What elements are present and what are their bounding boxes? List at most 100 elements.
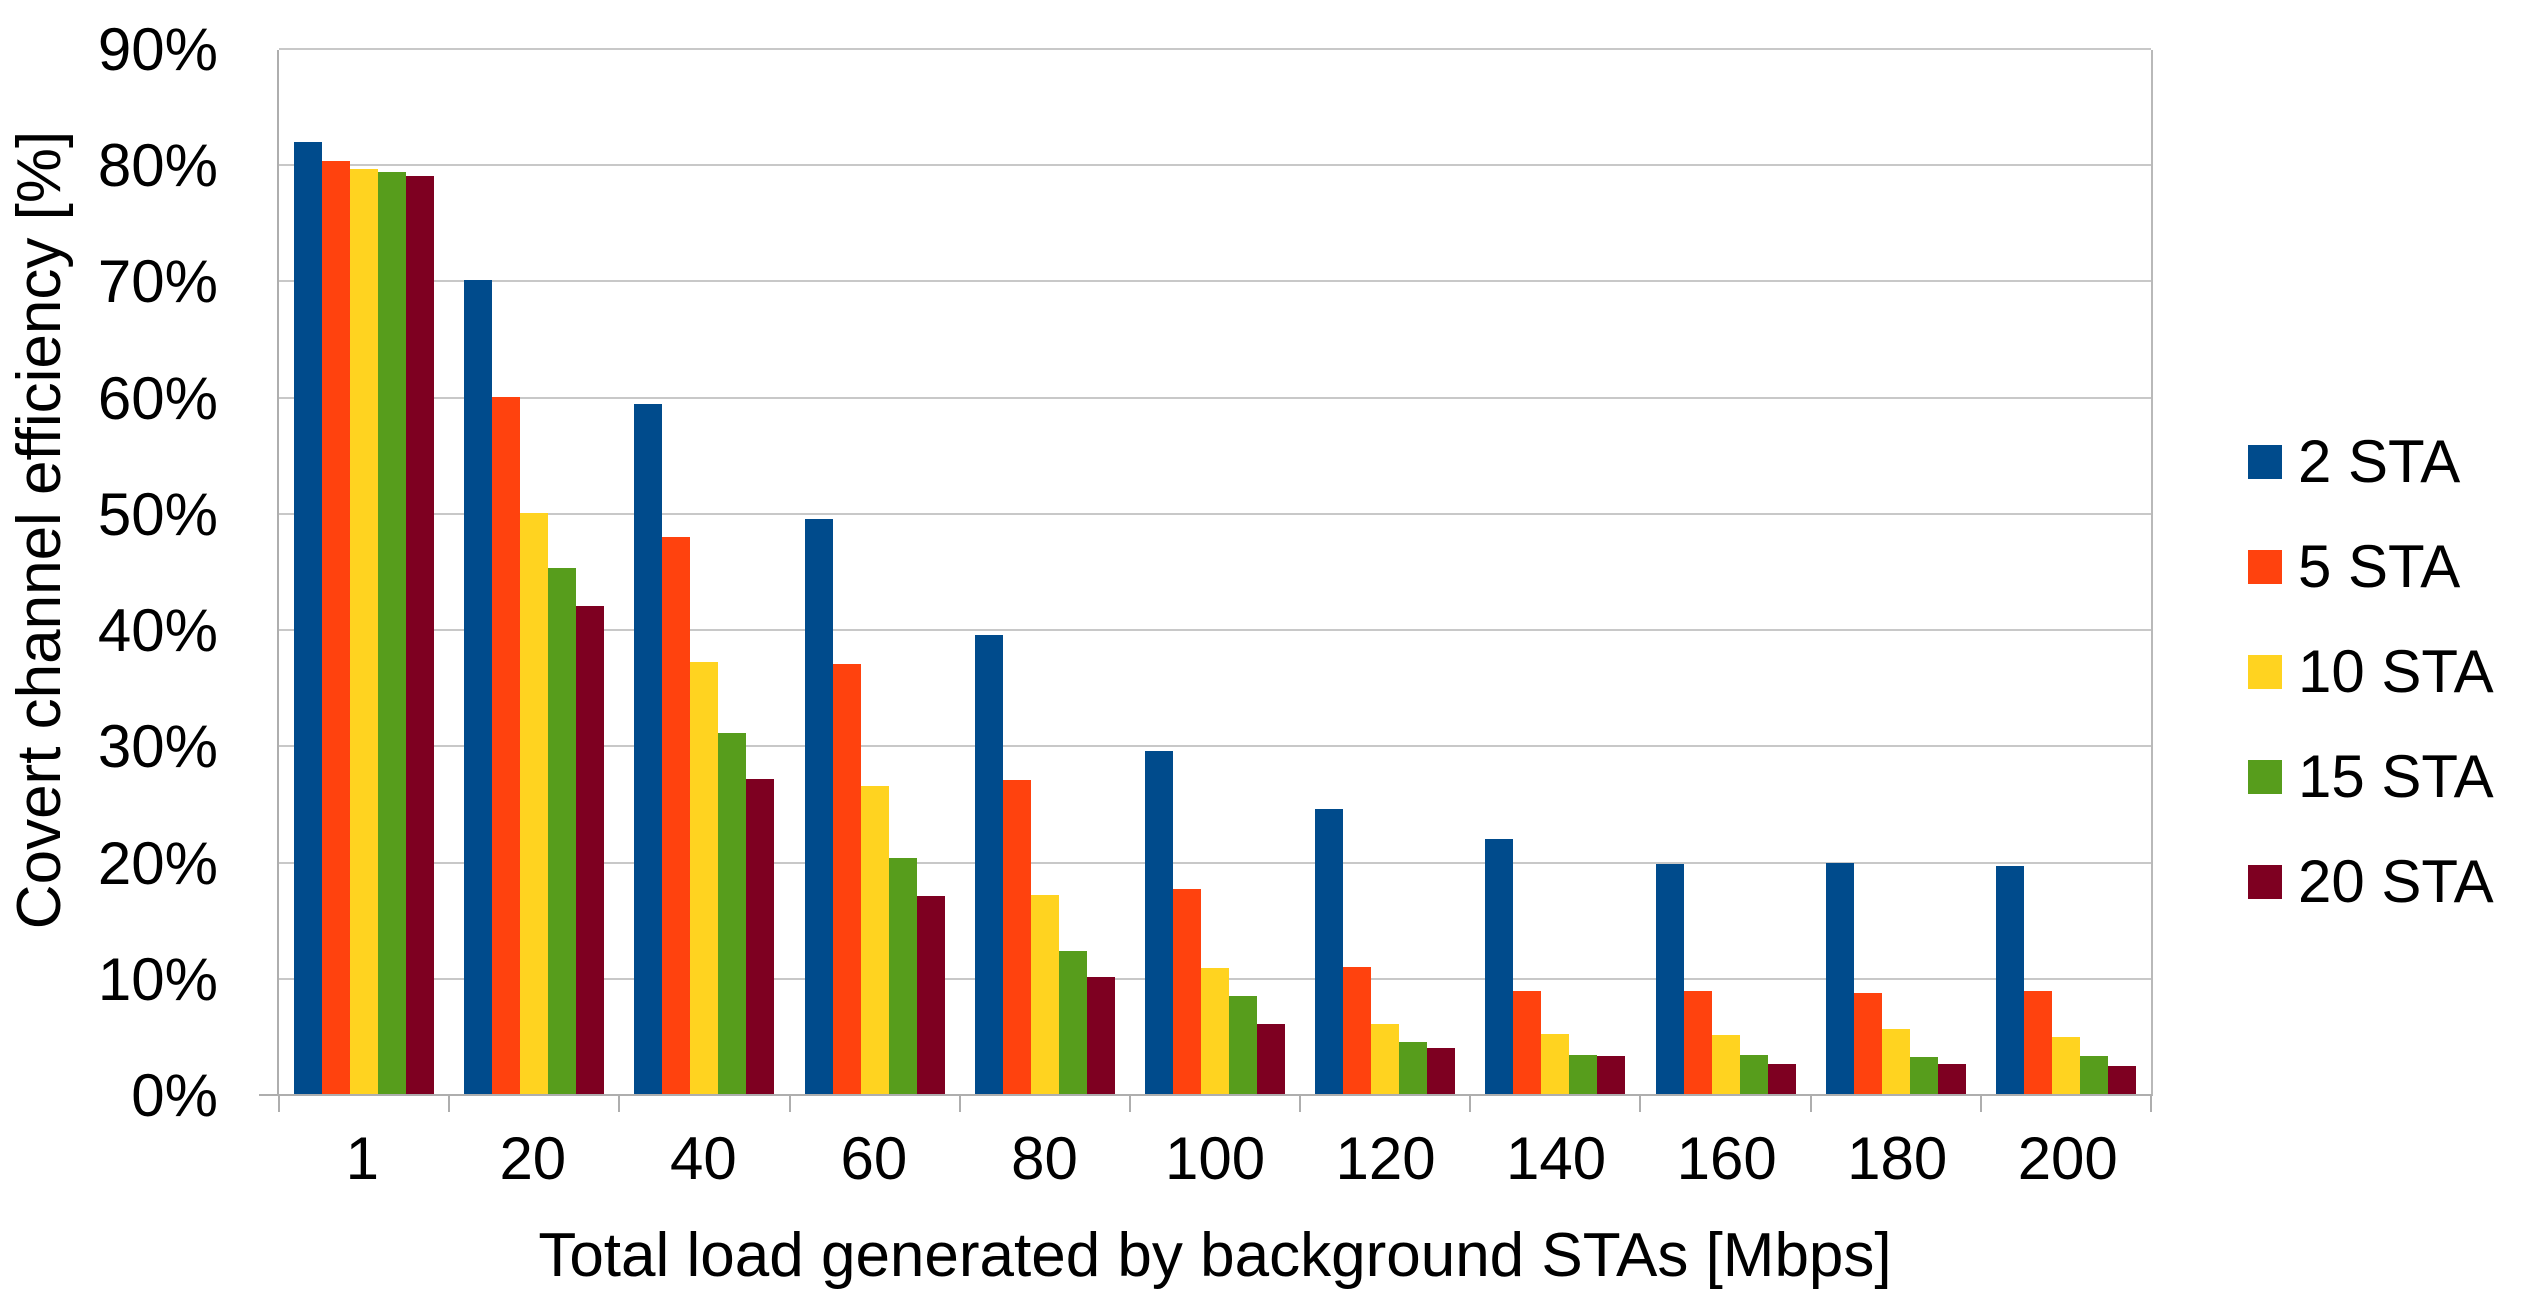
legend-label: 10 STA bbox=[2298, 638, 2494, 705]
bar-2sta-40mbps bbox=[634, 403, 663, 1094]
x-axis-tick bbox=[278, 1094, 280, 1112]
gridline-50pct bbox=[279, 512, 2151, 515]
y-tick-label-0pct: 0% bbox=[131, 1062, 218, 1129]
bar-5sta-60mbps bbox=[832, 663, 861, 1094]
legend-item-2sta: 2 STA bbox=[2248, 430, 2494, 494]
x-axis-title: Total load generated by background STAs … bbox=[538, 1221, 1892, 1290]
bar-10sta-140mbps bbox=[1541, 1033, 1570, 1094]
gridline-60pct bbox=[279, 396, 2151, 399]
category-group-180mbps bbox=[1811, 50, 1981, 1094]
bar-10sta-120mbps bbox=[1371, 1024, 1400, 1094]
legend-label: 15 STA bbox=[2298, 743, 2494, 810]
category-group-160mbps bbox=[1641, 50, 1811, 1094]
bar-20sta-1mbps bbox=[406, 175, 435, 1094]
bar-5sta-140mbps bbox=[1513, 990, 1542, 1094]
legend-swatch-icon bbox=[2248, 550, 2282, 584]
category-group-40mbps bbox=[619, 50, 789, 1094]
bar-5sta-40mbps bbox=[662, 537, 691, 1094]
y-tick-label-70pct: 70% bbox=[97, 248, 218, 316]
legend-item-10sta: 10 STA bbox=[2248, 640, 2494, 704]
bar-15sta-1mbps bbox=[378, 172, 407, 1094]
legend-swatch-icon bbox=[2248, 760, 2282, 794]
y-tick-label-50pct: 50% bbox=[97, 480, 218, 548]
x-axis-tick bbox=[1639, 1094, 1642, 1112]
legend: 2 STA 5 STA 10 STA 15 STA 20 STA bbox=[2248, 430, 2494, 914]
bar-2sta-60mbps bbox=[804, 518, 833, 1094]
category-group-140mbps bbox=[1470, 50, 1640, 1094]
gridline-70pct bbox=[279, 280, 2151, 283]
x-tick-label-40mbps: 40 bbox=[669, 1125, 737, 1192]
legend-swatch-icon bbox=[2248, 445, 2282, 479]
bar-2sta-20mbps bbox=[464, 280, 493, 1094]
y-tick-label-80pct: 80% bbox=[97, 132, 218, 200]
gridline-90pct bbox=[279, 48, 2151, 50]
y-tick-label-10pct: 10% bbox=[97, 945, 218, 1013]
bar-20sta-40mbps bbox=[746, 779, 775, 1094]
gridline-40pct bbox=[279, 629, 2151, 632]
bars-layer bbox=[279, 50, 2151, 1094]
x-tick-label-120mbps: 120 bbox=[1335, 1125, 1436, 1192]
x-axis-overhang bbox=[259, 1094, 279, 1096]
y-tick-label-40pct: 40% bbox=[97, 597, 218, 665]
gridline-20pct bbox=[279, 861, 2151, 864]
gridline-30pct bbox=[279, 745, 2151, 748]
y-tick-label-20pct: 20% bbox=[97, 829, 218, 897]
category-group-60mbps bbox=[790, 50, 960, 1094]
bar-20sta-60mbps bbox=[916, 896, 945, 1094]
x-axis-tick bbox=[1469, 1094, 1472, 1112]
legend-item-15sta: 15 STA bbox=[2248, 745, 2494, 809]
y-tick-label-60pct: 60% bbox=[97, 364, 218, 432]
bar-15sta-180mbps bbox=[1909, 1056, 1938, 1094]
bar-15sta-100mbps bbox=[1229, 996, 1258, 1094]
x-tick-label-200mbps: 200 bbox=[2017, 1125, 2118, 1192]
bar-10sta-60mbps bbox=[860, 786, 889, 1094]
bar-10sta-80mbps bbox=[1030, 895, 1059, 1094]
x-axis-tick bbox=[1979, 1094, 1982, 1112]
bar-15sta-20mbps bbox=[548, 567, 577, 1094]
x-tick-label-20mbps: 20 bbox=[499, 1125, 567, 1192]
bar-20sta-80mbps bbox=[1086, 976, 1115, 1094]
bar-2sta-100mbps bbox=[1145, 751, 1174, 1094]
bar-20sta-120mbps bbox=[1427, 1047, 1456, 1094]
bar-20sta-160mbps bbox=[1767, 1063, 1796, 1094]
bar-20sta-140mbps bbox=[1597, 1055, 1626, 1094]
x-axis-tick bbox=[1809, 1094, 1812, 1112]
legend-label: 2 STA bbox=[2298, 428, 2461, 495]
bar-15sta-40mbps bbox=[718, 732, 747, 1094]
bar-2sta-120mbps bbox=[1315, 809, 1344, 1094]
x-axis-tick bbox=[448, 1094, 451, 1112]
bar-15sta-200mbps bbox=[2079, 1055, 2108, 1094]
bar-2sta-80mbps bbox=[974, 634, 1003, 1094]
bar-5sta-200mbps bbox=[2023, 990, 2052, 1094]
bar-20sta-20mbps bbox=[576, 605, 605, 1094]
category-group-20mbps bbox=[449, 50, 619, 1094]
category-group-200mbps bbox=[1981, 50, 2151, 1094]
bar-20sta-100mbps bbox=[1257, 1024, 1286, 1094]
gridline-80pct bbox=[279, 164, 2151, 167]
legend-item-5sta: 5 STA bbox=[2248, 535, 2494, 599]
bar-15sta-120mbps bbox=[1399, 1041, 1428, 1094]
bar-2sta-160mbps bbox=[1655, 863, 1684, 1094]
legend-item-20sta: 20 STA bbox=[2248, 850, 2494, 914]
bar-5sta-160mbps bbox=[1683, 990, 1712, 1094]
bar-10sta-180mbps bbox=[1881, 1028, 1910, 1094]
x-tick-label-140mbps: 140 bbox=[1506, 1125, 1607, 1192]
bar-20sta-180mbps bbox=[1937, 1063, 1966, 1094]
bar-10sta-160mbps bbox=[1711, 1034, 1740, 1094]
category-group-120mbps bbox=[1300, 50, 1470, 1094]
bar-2sta-200mbps bbox=[1995, 866, 2024, 1094]
legend-swatch-icon bbox=[2248, 655, 2282, 689]
bar-5sta-100mbps bbox=[1173, 889, 1202, 1094]
x-axis-tick-labels: 1 20 40 60 80 100 120 140 160 180 200 bbox=[277, 1128, 2153, 1190]
bar-5sta-1mbps bbox=[322, 160, 351, 1094]
bar-5sta-120mbps bbox=[1343, 967, 1372, 1094]
x-axis-tick bbox=[1128, 1094, 1131, 1112]
x-tick-label-100mbps: 100 bbox=[1164, 1125, 1266, 1192]
bar-10sta-20mbps bbox=[520, 512, 549, 1094]
bar-2sta-140mbps bbox=[1485, 839, 1514, 1094]
category-group-100mbps bbox=[1130, 50, 1300, 1094]
bar-5sta-80mbps bbox=[1002, 780, 1031, 1094]
bar-2sta-180mbps bbox=[1825, 862, 1854, 1094]
category-group-80mbps bbox=[960, 50, 1130, 1094]
